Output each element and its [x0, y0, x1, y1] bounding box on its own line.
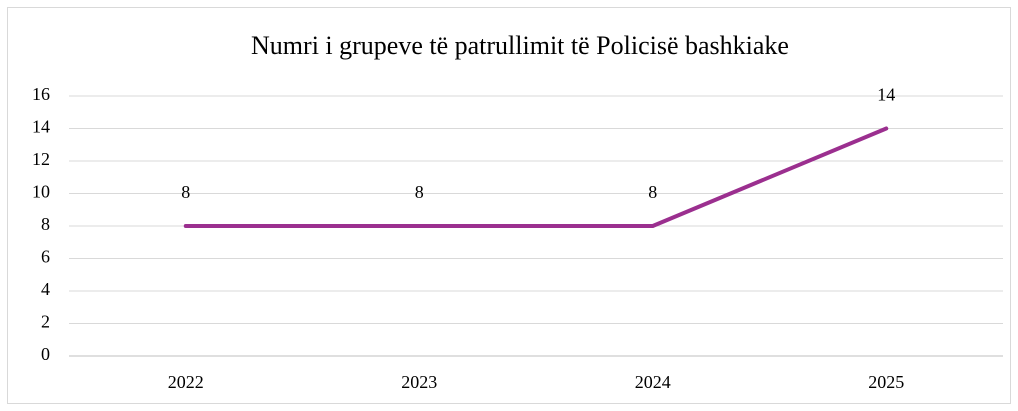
y-tick-label: 6: [41, 247, 50, 267]
data-label: 8: [415, 182, 424, 202]
x-tick-label: 2022: [168, 372, 204, 392]
y-tick-label: 8: [41, 214, 50, 234]
x-tick-label: 2025: [868, 372, 904, 392]
y-tick-label: 12: [32, 149, 50, 169]
y-tick-label: 10: [32, 182, 50, 202]
chart-title: Numri i grupeve të patrullimit të Polici…: [251, 31, 789, 60]
y-tick-label: 2: [41, 312, 50, 332]
data-label: 14: [877, 85, 895, 105]
y-tick-label: 16: [32, 84, 50, 104]
data-label: 8: [181, 182, 190, 202]
x-tick-label: 2024: [635, 372, 671, 392]
line-series: [183, 126, 889, 228]
x-tick-label: 2023: [401, 372, 437, 392]
y-tick-label: 4: [41, 279, 50, 299]
data-label: 8: [648, 182, 657, 202]
y-tick-label: 0: [41, 344, 50, 364]
chart-border: [7, 7, 1011, 404]
y-tick-label: 14: [32, 117, 50, 137]
